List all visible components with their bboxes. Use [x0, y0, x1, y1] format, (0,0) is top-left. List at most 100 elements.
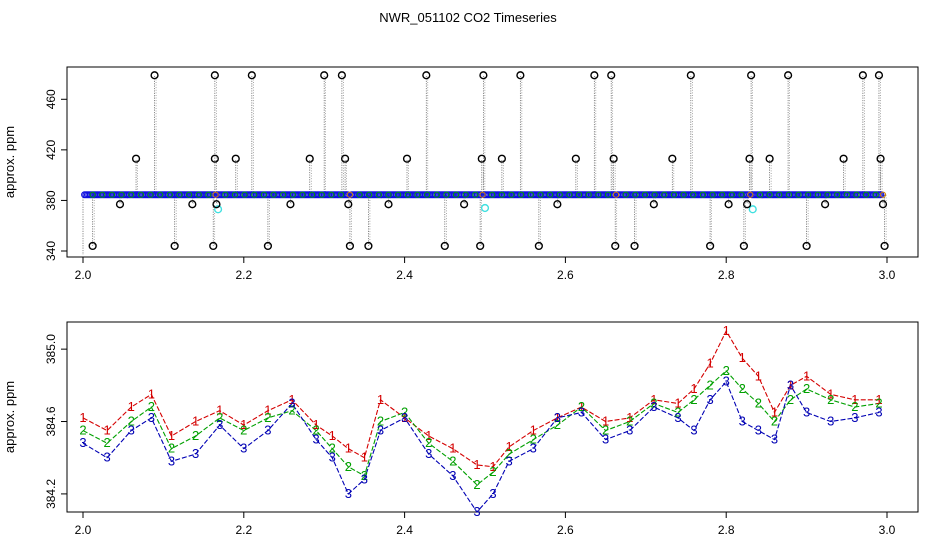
baseline-point-green	[604, 191, 612, 198]
baseline-point-green	[222, 191, 229, 198]
x-tick-label: 2.8	[718, 523, 735, 537]
series-3-mark: 3	[530, 441, 537, 456]
series-2-mark: 2	[851, 399, 858, 414]
baseline-point-green	[805, 191, 812, 198]
spike-point	[858, 71, 867, 80]
spike-point	[341, 154, 350, 163]
spike-point	[745, 154, 754, 163]
spike-point	[743, 200, 752, 209]
baseline-point-green	[452, 191, 460, 198]
spike-point	[820, 200, 830, 209]
baseline-point-green	[508, 191, 515, 198]
spike-point	[402, 154, 412, 163]
baseline-point-orange	[212, 191, 219, 198]
spike-point	[747, 71, 756, 80]
baseline-point-green	[231, 191, 239, 198]
baseline-point-green	[280, 191, 287, 198]
baseline-point-green	[814, 191, 821, 198]
spike-traces	[82, 75, 887, 255]
x-tick-label: 2.6	[557, 268, 574, 282]
series-3-mark: 3	[264, 423, 271, 438]
baseline-point-green	[785, 191, 793, 198]
series-3-mark: 3	[192, 446, 199, 461]
series-2-mark: 2	[755, 395, 762, 410]
spike-point	[188, 200, 197, 209]
baseline-point-green	[318, 191, 325, 198]
series-1-mark: 1	[626, 410, 633, 425]
series-1-mark: 1	[578, 399, 585, 414]
series-2-mark: 2	[473, 477, 480, 492]
series-2-mark: 2	[578, 399, 585, 414]
y-tick-label: 384.6	[44, 406, 58, 436]
baseline-point-green	[176, 191, 183, 198]
spike-point	[305, 154, 314, 163]
series-1-mark: 1	[104, 423, 111, 438]
series-2-mark: 2	[401, 404, 408, 419]
series-3-mark: 3	[602, 432, 609, 447]
baseline-point-green	[641, 191, 649, 198]
series-3-mark: 3	[473, 504, 480, 519]
baseline-point-green	[385, 191, 392, 198]
baseline-point-green	[862, 191, 870, 198]
series-3-mark: 3	[449, 468, 456, 483]
y-tick-label: 385.0	[44, 334, 58, 364]
spike-point	[765, 154, 774, 163]
series-3-mark: 3	[240, 441, 247, 456]
series-3-mark: 3	[739, 414, 746, 429]
series-1-mark: 1	[377, 392, 384, 407]
plot-frame-bottom	[66, 321, 919, 513]
spike-point	[802, 241, 811, 251]
baseline-point-orange	[346, 191, 354, 198]
baseline-point-green	[137, 191, 144, 198]
spike-point	[150, 71, 159, 80]
series-2-mark: 2	[626, 414, 633, 429]
series-3-mark: 3	[288, 395, 295, 410]
spike-point	[209, 241, 218, 251]
baseline-point	[209, 191, 217, 199]
series-2-mark: 2	[425, 435, 432, 450]
baseline-point-orange	[747, 191, 754, 198]
series-2-mark: 2	[875, 395, 882, 410]
baseline-point-green	[632, 191, 639, 198]
y-tick-label: 380	[44, 190, 58, 210]
series-1-mark: 1	[650, 392, 657, 407]
series-3-mark: 3	[690, 423, 697, 438]
baseline-point-green	[472, 191, 479, 198]
baseline-point-green	[585, 191, 592, 198]
series-1-mark: 1	[851, 392, 858, 407]
series-2-mark: 2	[377, 414, 384, 429]
baseline-point-orange	[612, 191, 620, 198]
series-1-mark: 1	[771, 404, 778, 419]
x-axis-top: 2.0 2.2 2.4 2.6 2.8 3.0	[75, 257, 896, 282]
spike-point	[212, 200, 221, 209]
series-1-mark: 1	[216, 403, 223, 418]
baseline-point-green	[575, 191, 583, 198]
spike-point	[497, 154, 506, 163]
series-3-mark: 3	[104, 450, 111, 465]
series-2-mark: 2	[602, 423, 609, 438]
spike-point	[609, 154, 618, 163]
series-1-mark: 1	[425, 428, 432, 443]
baseline-point-green	[738, 191, 745, 198]
y-axis-top: 340 380 420 460	[44, 89, 67, 261]
spike-point	[88, 241, 97, 251]
spike-point	[210, 71, 219, 80]
baseline-point-green	[776, 191, 783, 198]
series-3-mark: 3	[851, 410, 858, 425]
baseline-point-green	[404, 191, 411, 198]
series-2-mark: 2	[192, 428, 199, 443]
x-tick-label: 2.2	[235, 268, 252, 282]
series-1-mark: 1	[449, 441, 456, 456]
series-line-3	[82, 380, 880, 513]
panel-bottom-averaged-timeseries: 384.2 384.6 385.0 2.0 2.2 2.4 2.6 2.8 3.0 appro…	[2, 321, 919, 537]
baseline-point-green	[595, 191, 602, 198]
baseline-point-green	[843, 191, 850, 198]
series-1-mark: 1	[361, 450, 368, 465]
baseline-point	[476, 191, 484, 199]
series-2-mark: 2	[313, 423, 320, 438]
series-3-mark: 3	[79, 435, 86, 450]
series-lines	[82, 329, 880, 513]
baseline-points	[81, 191, 887, 199]
baseline-point-green	[186, 191, 193, 198]
y-tick-label: 420	[44, 140, 58, 160]
